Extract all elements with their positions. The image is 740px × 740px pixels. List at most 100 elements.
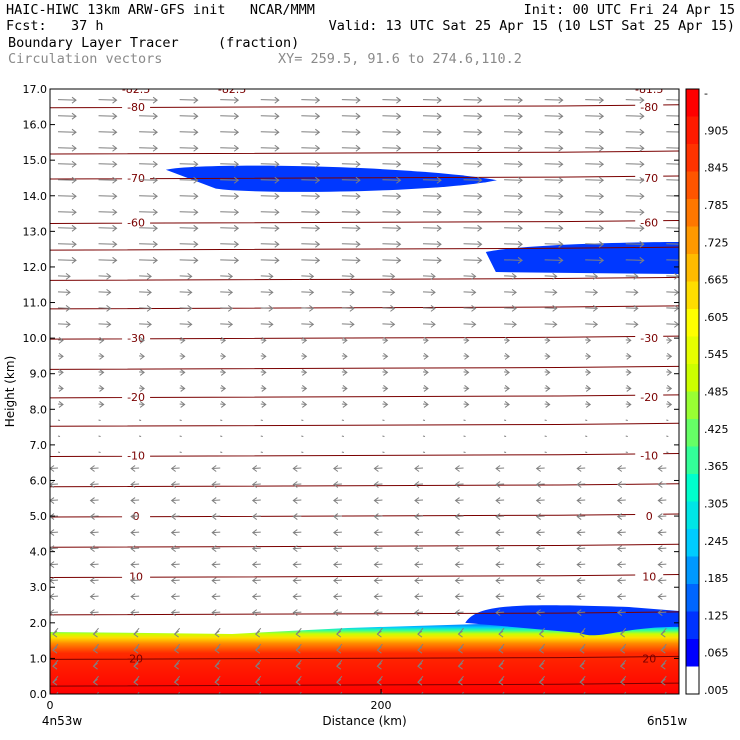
vector-arrowhead xyxy=(396,192,402,200)
vector-arrowhead xyxy=(538,646,544,654)
circulation-vector xyxy=(536,515,545,518)
colorbar-swatch xyxy=(686,419,699,447)
circulation-vector xyxy=(374,499,383,502)
circulation-vector xyxy=(98,115,117,117)
contour-label: -80 xyxy=(127,101,145,114)
vector-arrowhead xyxy=(139,353,145,360)
vector-arrowhead xyxy=(517,128,523,136)
vector-arrowhead xyxy=(511,304,517,312)
circulation-vector xyxy=(252,547,261,550)
vector-arrowhead xyxy=(58,385,64,392)
vector-arrowhead xyxy=(274,224,280,232)
vector-arrowhead xyxy=(454,465,460,472)
vector-arrowhead xyxy=(295,630,301,638)
circulation-vector xyxy=(585,99,604,101)
vector-arrowhead xyxy=(495,513,501,520)
vector-arrowhead xyxy=(333,577,339,585)
vector-arrowhead xyxy=(337,695,341,701)
circulation-vector xyxy=(666,211,679,213)
vector-arrowhead xyxy=(585,336,592,344)
circulation-vector xyxy=(301,291,314,293)
vector-arrowhead xyxy=(414,497,420,504)
circulation-vector xyxy=(504,307,517,309)
vector-arrowhead xyxy=(193,176,199,184)
y-tick-label: 13.0 xyxy=(23,225,48,238)
circulation-vector xyxy=(260,291,273,293)
circulation-vector xyxy=(496,563,505,566)
circulation-vector xyxy=(617,467,626,470)
vector-arrowhead xyxy=(680,225,684,231)
vector-arrowhead xyxy=(233,96,240,104)
circulation-vector xyxy=(585,323,598,325)
circulation-vector xyxy=(131,499,140,502)
circulation-vector xyxy=(382,259,401,261)
vector-arrowhead xyxy=(616,497,623,504)
circulation-vector xyxy=(455,467,464,470)
vector-arrowhead xyxy=(504,336,510,344)
vector-arrowhead xyxy=(639,160,645,168)
vector-arrowhead xyxy=(130,465,136,472)
vector-arrowhead xyxy=(170,593,176,601)
vector-arrowhead xyxy=(220,401,227,408)
vector-arrowhead xyxy=(193,160,199,168)
circulation-vector xyxy=(617,563,626,566)
vector-arrowhead xyxy=(657,561,663,569)
vector-arrowhead xyxy=(50,577,55,585)
vector-arrowhead xyxy=(477,128,483,136)
vector-arrowhead xyxy=(333,593,339,601)
vector-arrowhead xyxy=(657,545,663,552)
temperature-contour xyxy=(50,335,679,340)
circulation-vector xyxy=(504,291,517,293)
circulation-vector xyxy=(625,259,644,261)
vector-arrowhead xyxy=(592,272,599,280)
circulation-vector xyxy=(542,691,546,694)
vector-arrowhead xyxy=(251,529,258,536)
circulation-vector xyxy=(341,291,354,293)
y-tick-label: 3.0 xyxy=(30,581,48,594)
vector-arrowhead xyxy=(477,176,483,184)
circulation-vector xyxy=(90,547,99,550)
vector-arrowhead xyxy=(619,678,626,686)
vector-arrowhead xyxy=(373,513,379,520)
vector-arrowhead xyxy=(423,353,429,360)
circulation-vector xyxy=(577,531,586,534)
vector-arrowhead xyxy=(639,144,645,152)
vector-arrowhead xyxy=(309,304,315,312)
vector-arrowhead xyxy=(170,465,176,472)
circulation-vector xyxy=(293,531,302,534)
vector-arrowhead xyxy=(454,561,460,569)
circulation-vector xyxy=(544,227,563,229)
vector-arrowhead xyxy=(336,662,342,670)
vector-arrowhead xyxy=(454,529,460,536)
circulation-vector xyxy=(504,115,523,117)
vector-arrowhead xyxy=(430,320,436,328)
vector-arrowhead xyxy=(545,353,551,360)
colorbar-swatch xyxy=(686,254,699,282)
vector-arrowhead xyxy=(598,240,605,248)
circulation-vector xyxy=(212,515,221,518)
vector-arrowhead xyxy=(170,481,176,488)
temperature-contour xyxy=(50,394,679,399)
vector-arrowhead xyxy=(592,304,599,312)
vector-arrowhead xyxy=(315,128,321,136)
vector-arrowhead xyxy=(504,385,510,392)
vector-arrowhead xyxy=(130,609,136,617)
circulation-vector xyxy=(544,163,563,165)
circulation-vector xyxy=(463,435,466,437)
tracer-upper-blob-1 xyxy=(165,165,497,192)
vector-arrowhead xyxy=(193,144,199,152)
vector-arrowhead xyxy=(657,481,663,488)
vector-arrowhead xyxy=(336,630,342,638)
vector-arrowhead xyxy=(71,192,77,200)
vector-arrowhead xyxy=(333,513,339,520)
y-tick-label: 6.0 xyxy=(30,474,48,487)
vector-arrowhead xyxy=(552,304,558,312)
vector-arrowhead xyxy=(633,288,639,296)
circulation-vector xyxy=(341,307,354,309)
circulation-vector xyxy=(341,99,360,101)
circulation-vector xyxy=(422,99,441,101)
circulation-vector xyxy=(260,435,263,437)
circulation-vector xyxy=(544,243,563,245)
vector-arrowhead xyxy=(220,336,227,344)
circulation-vector xyxy=(544,147,563,149)
